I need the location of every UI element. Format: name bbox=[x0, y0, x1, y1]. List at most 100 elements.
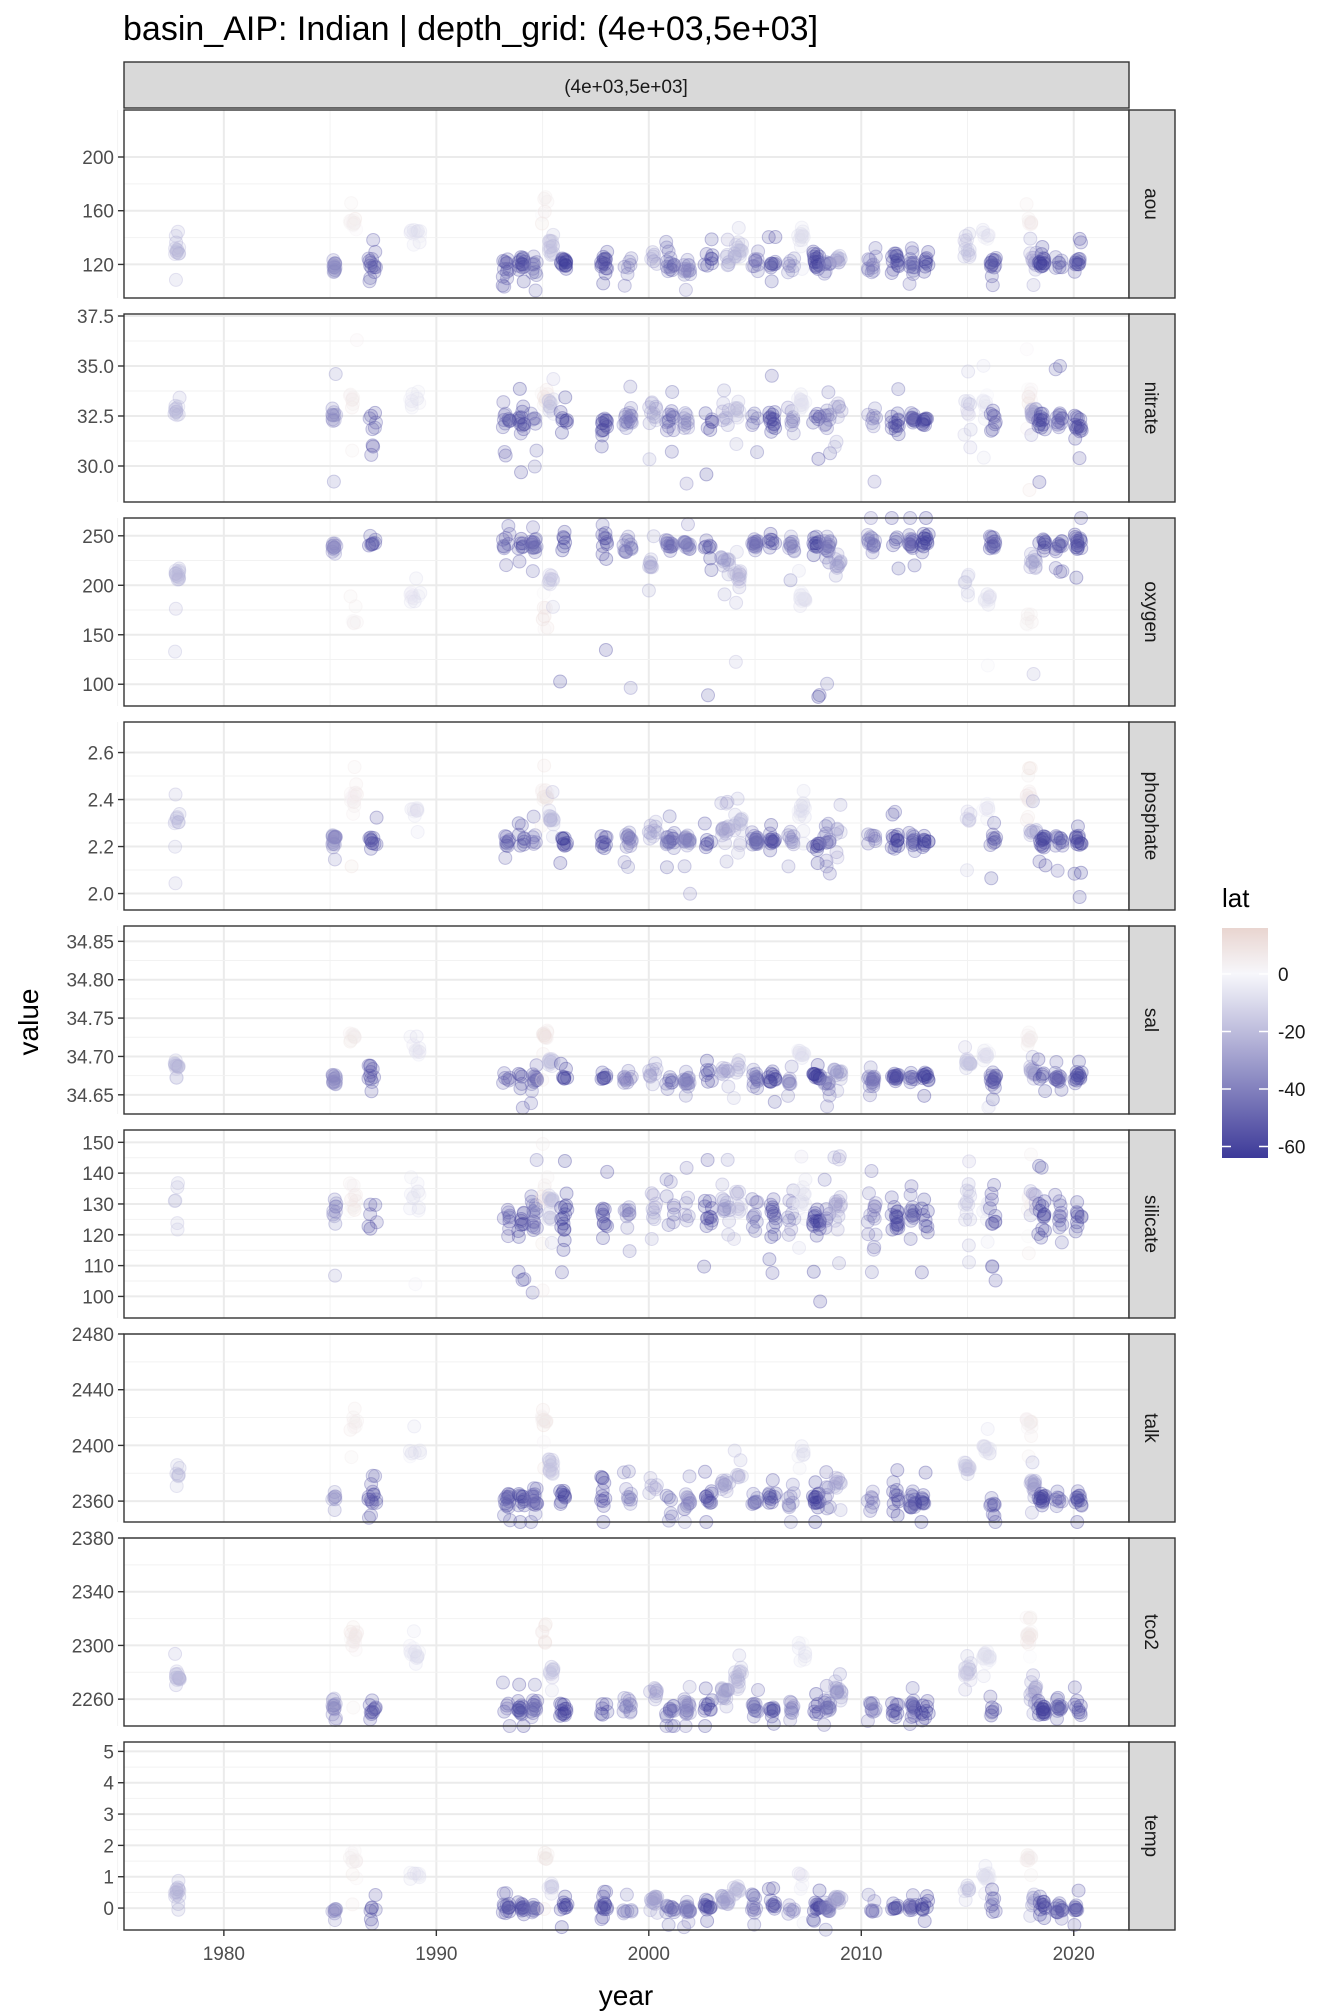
data-point bbox=[558, 390, 573, 405]
data-point bbox=[543, 233, 558, 248]
data-point bbox=[643, 556, 658, 571]
data-point bbox=[536, 398, 551, 413]
data-point bbox=[1028, 411, 1043, 426]
data-point bbox=[347, 789, 362, 804]
data-point bbox=[365, 536, 380, 551]
data-point bbox=[525, 537, 540, 552]
data-point bbox=[904, 535, 919, 550]
data-point bbox=[828, 552, 843, 567]
data-point bbox=[921, 257, 936, 272]
data-point bbox=[619, 544, 634, 559]
data-point bbox=[599, 535, 614, 550]
data-point bbox=[326, 260, 341, 275]
data-point bbox=[1037, 252, 1052, 267]
data-point bbox=[905, 245, 920, 260]
data-point bbox=[865, 416, 880, 431]
data-point bbox=[750, 411, 765, 426]
data-point bbox=[557, 1154, 572, 1169]
data-point bbox=[906, 260, 921, 275]
data-point bbox=[984, 1490, 999, 1505]
data-point bbox=[534, 386, 549, 401]
data-point bbox=[678, 1207, 693, 1222]
data-point bbox=[1024, 382, 1039, 397]
data-point bbox=[832, 248, 847, 263]
data-point bbox=[905, 415, 920, 430]
data-point bbox=[958, 228, 973, 243]
data-point bbox=[716, 1193, 731, 1208]
data-point bbox=[622, 405, 637, 420]
data-point bbox=[719, 411, 734, 426]
data-point bbox=[1026, 405, 1041, 420]
data-point bbox=[681, 258, 696, 273]
data-point bbox=[345, 790, 360, 805]
data-point bbox=[327, 830, 342, 845]
data-point bbox=[497, 539, 512, 554]
data-point bbox=[646, 249, 661, 264]
data-point bbox=[544, 568, 559, 583]
data-point bbox=[831, 255, 846, 270]
data-point bbox=[171, 407, 186, 422]
data-point bbox=[1033, 256, 1048, 271]
data-point bbox=[704, 251, 719, 266]
data-point bbox=[624, 832, 639, 847]
data-point bbox=[918, 412, 933, 427]
data-point bbox=[327, 264, 342, 279]
data-point bbox=[1024, 407, 1039, 422]
data-point bbox=[642, 555, 657, 570]
data-point bbox=[542, 567, 557, 582]
data-point bbox=[860, 527, 875, 542]
data-point bbox=[807, 1067, 822, 1082]
data-point bbox=[624, 1069, 639, 1084]
data-point bbox=[985, 1216, 1000, 1231]
data-point bbox=[595, 416, 610, 431]
data-point bbox=[559, 255, 574, 270]
data-point bbox=[1067, 264, 1082, 279]
data-point bbox=[168, 241, 183, 256]
data-point bbox=[406, 591, 421, 606]
data-point bbox=[408, 1277, 423, 1292]
y-tick-label: 100 bbox=[82, 1287, 114, 1308]
data-point bbox=[659, 1189, 674, 1204]
data-point bbox=[596, 249, 611, 264]
data-point bbox=[714, 550, 729, 565]
data-point bbox=[1023, 560, 1038, 575]
data-point bbox=[808, 536, 823, 551]
data-point bbox=[681, 420, 696, 435]
data-point bbox=[1024, 614, 1039, 629]
data-point bbox=[171, 246, 186, 261]
data-point bbox=[1036, 412, 1051, 427]
data-point bbox=[526, 257, 541, 272]
data-point bbox=[1032, 1907, 1047, 1922]
data-point bbox=[167, 1193, 182, 1208]
data-point bbox=[765, 1265, 780, 1280]
data-point bbox=[363, 1705, 378, 1720]
data-point bbox=[700, 1698, 715, 1713]
data-point bbox=[620, 267, 635, 282]
data-point bbox=[957, 427, 972, 442]
data-point bbox=[325, 538, 340, 553]
data-point bbox=[366, 232, 381, 247]
data-point bbox=[917, 1192, 932, 1207]
data-point bbox=[817, 829, 832, 844]
data-point bbox=[728, 654, 743, 669]
data-point bbox=[546, 227, 561, 242]
data-point bbox=[543, 811, 558, 826]
data-point bbox=[1028, 258, 1043, 273]
data-point bbox=[1052, 408, 1067, 423]
data-point bbox=[347, 614, 362, 629]
data-point bbox=[411, 589, 426, 604]
data-point bbox=[666, 410, 681, 425]
data-point bbox=[717, 553, 732, 568]
data-point bbox=[746, 415, 761, 430]
data-point bbox=[962, 249, 977, 264]
data-point bbox=[764, 256, 779, 271]
data-point bbox=[595, 1470, 610, 1485]
data-point bbox=[863, 253, 878, 268]
data-point bbox=[546, 372, 561, 387]
data-point bbox=[794, 585, 809, 600]
data-point bbox=[716, 396, 731, 411]
data-point bbox=[327, 852, 342, 867]
data-point bbox=[678, 535, 693, 550]
data-point bbox=[823, 446, 838, 461]
